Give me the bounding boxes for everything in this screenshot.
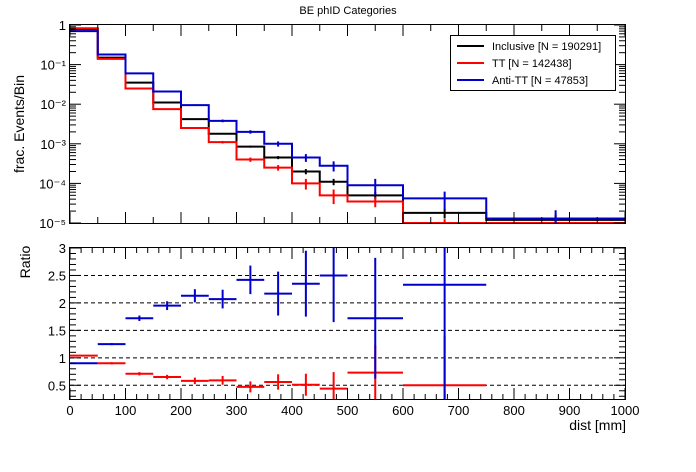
histogram-series-antitt: [70, 30, 625, 223]
x-tick-label: 700: [448, 403, 470, 418]
legend-label-inclusive: Inclusive [N = 190291]: [492, 41, 601, 53]
bottom-panel: 0.5 1 1.5 2 2.5 3 0 100 200 300 400 500 600 700 800 900…: [17, 241, 639, 433]
legend-label-antitt: Anti-TT [N = 47853]: [492, 75, 588, 87]
legend-entry-inclusive: Inclusive [N = 190291]: [457, 41, 601, 53]
ratio-series-antitt: [70, 248, 487, 399]
top-y-axis-label: frac. Events/Bin: [11, 75, 27, 173]
top-y-tick-label: 10⁻⁵: [39, 216, 66, 231]
bottom-y-tick-label: 1.5: [48, 323, 66, 338]
top-plot-frame: [69, 24, 626, 224]
x-tick-label: 400: [281, 403, 303, 418]
x-axis-label: dist [mm]: [569, 417, 626, 433]
x-tick-label: 800: [503, 403, 525, 418]
legend: Inclusive [N = 190291] TT [N = 142438] A…: [450, 35, 616, 91]
legend-entry-antitt: Anti-TT [N = 47853]: [457, 75, 588, 87]
figure-title: BE phID Categories: [299, 5, 397, 17]
top-y-tick-label: 10⁻²: [40, 97, 66, 112]
x-tick-label: 0: [66, 403, 73, 418]
bottom-y-tick-label: 1: [59, 351, 66, 366]
legend-entry-tt: TT [N = 142438]: [457, 58, 572, 70]
bottom-y-tick-label: 3: [59, 241, 66, 256]
legend-label-tt: TT [N = 142438]: [492, 58, 572, 70]
x-tick-label: 900: [559, 403, 581, 418]
x-tick-label: 200: [170, 403, 192, 418]
bottom-y-tick-label: 2: [59, 296, 66, 311]
bottom-y-tick-label: 0.5: [48, 378, 66, 393]
bottom-series-layer: [70, 248, 487, 399]
top-y-tick-label: 10⁻⁴: [39, 176, 66, 191]
top-y-tick-label: 10⁻³: [40, 137, 66, 152]
histogram-line-tt: [70, 27, 625, 224]
top-panel: 10⁻⁵ 10⁻⁴ 10⁻³ 10⁻² 10⁻¹ 1 frac. Events/Bin I…: [11, 18, 626, 231]
histogram-series-tt: [70, 27, 625, 224]
x-tick-label: 300: [226, 403, 248, 418]
bottom-plot-frame: [69, 247, 626, 400]
bottom-y-axis-label: Ratio: [17, 245, 33, 278]
x-tick-label: 600: [392, 403, 414, 418]
top-y-tick-label: 10⁻¹: [40, 58, 66, 73]
top-series-layer: [70, 27, 625, 224]
bottom-y-tick-label: 2.5: [48, 268, 66, 283]
top-y-tick-label: 1: [59, 18, 66, 33]
x-tick-label: 500: [337, 403, 359, 418]
bottom-reference-lines: [70, 274, 625, 386]
x-tick-label: 100: [115, 403, 137, 418]
x-tick-label: 1000: [611, 403, 640, 418]
top-axes-layer: 10⁻⁵ 10⁻⁴ 10⁻³ 10⁻² 10⁻¹ 1: [39, 18, 626, 231]
